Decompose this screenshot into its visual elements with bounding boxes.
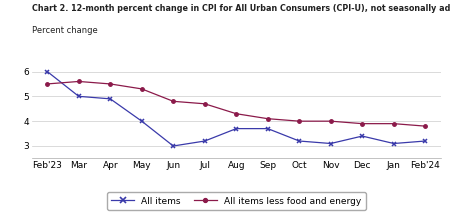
Text: Chart 2. 12-month percent change in CPI for All Urban Consumers (CPI-U), not sea: Chart 2. 12-month percent change in CPI …	[32, 4, 450, 13]
Legend: All items, All items less food and energy: All items, All items less food and energ…	[107, 192, 366, 210]
Text: Percent change: Percent change	[32, 26, 97, 35]
